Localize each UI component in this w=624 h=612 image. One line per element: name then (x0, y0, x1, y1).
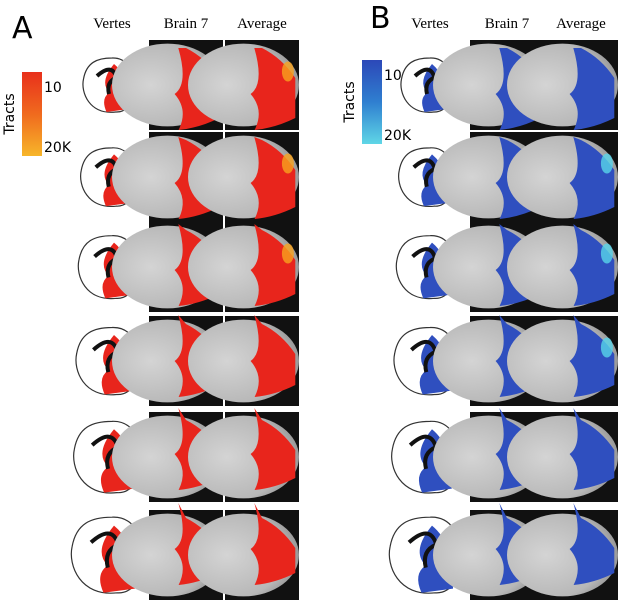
image-mask (299, 40, 339, 130)
image-mask (618, 412, 624, 502)
image-mask (618, 132, 624, 222)
colorbar (22, 72, 42, 156)
projection (569, 48, 615, 130)
projection (250, 408, 296, 490)
column-header: Vertes (411, 16, 449, 32)
image-mask (618, 316, 624, 406)
panel: B Vertes Brain 7 Average Tracts 10 20K (342, 1, 624, 600)
projection (569, 224, 615, 306)
image-mask (618, 222, 624, 312)
legend-tick: 20K (44, 140, 72, 156)
projection (250, 224, 296, 306)
image-mask (299, 316, 339, 406)
legend-tick: 10 (44, 80, 62, 96)
column-header: Brain 7 (164, 16, 209, 32)
column-header: Average (556, 16, 606, 32)
legend-tick: 20K (384, 128, 412, 144)
hotspot (600, 337, 613, 358)
projection (569, 503, 615, 585)
panel-label: B (370, 1, 391, 36)
hotspot (281, 61, 294, 82)
panel-label: A (12, 11, 33, 46)
panel: A Vertes Brain 7 Average Tracts 10 20K (2, 11, 339, 600)
projection (250, 315, 296, 397)
column-header: Vertes (93, 16, 131, 32)
image-mask (299, 412, 339, 502)
image-mask (299, 132, 339, 222)
projection (569, 408, 615, 490)
legend-tick: 10 (384, 68, 402, 84)
image-mask (618, 40, 624, 130)
hotspot (281, 153, 294, 174)
image-mask (618, 510, 624, 600)
column-header: Brain 7 (485, 16, 530, 32)
projection (250, 503, 296, 585)
image-mask (299, 510, 339, 600)
hotspot (600, 243, 613, 264)
legend-title: Tracts (2, 93, 18, 135)
legend-title: Tracts (342, 81, 358, 123)
column-header: Average (237, 16, 287, 32)
image-mask (299, 222, 339, 312)
hotspot (600, 153, 613, 174)
projection (569, 315, 615, 397)
hotspot (281, 243, 294, 264)
colorbar (362, 60, 382, 144)
